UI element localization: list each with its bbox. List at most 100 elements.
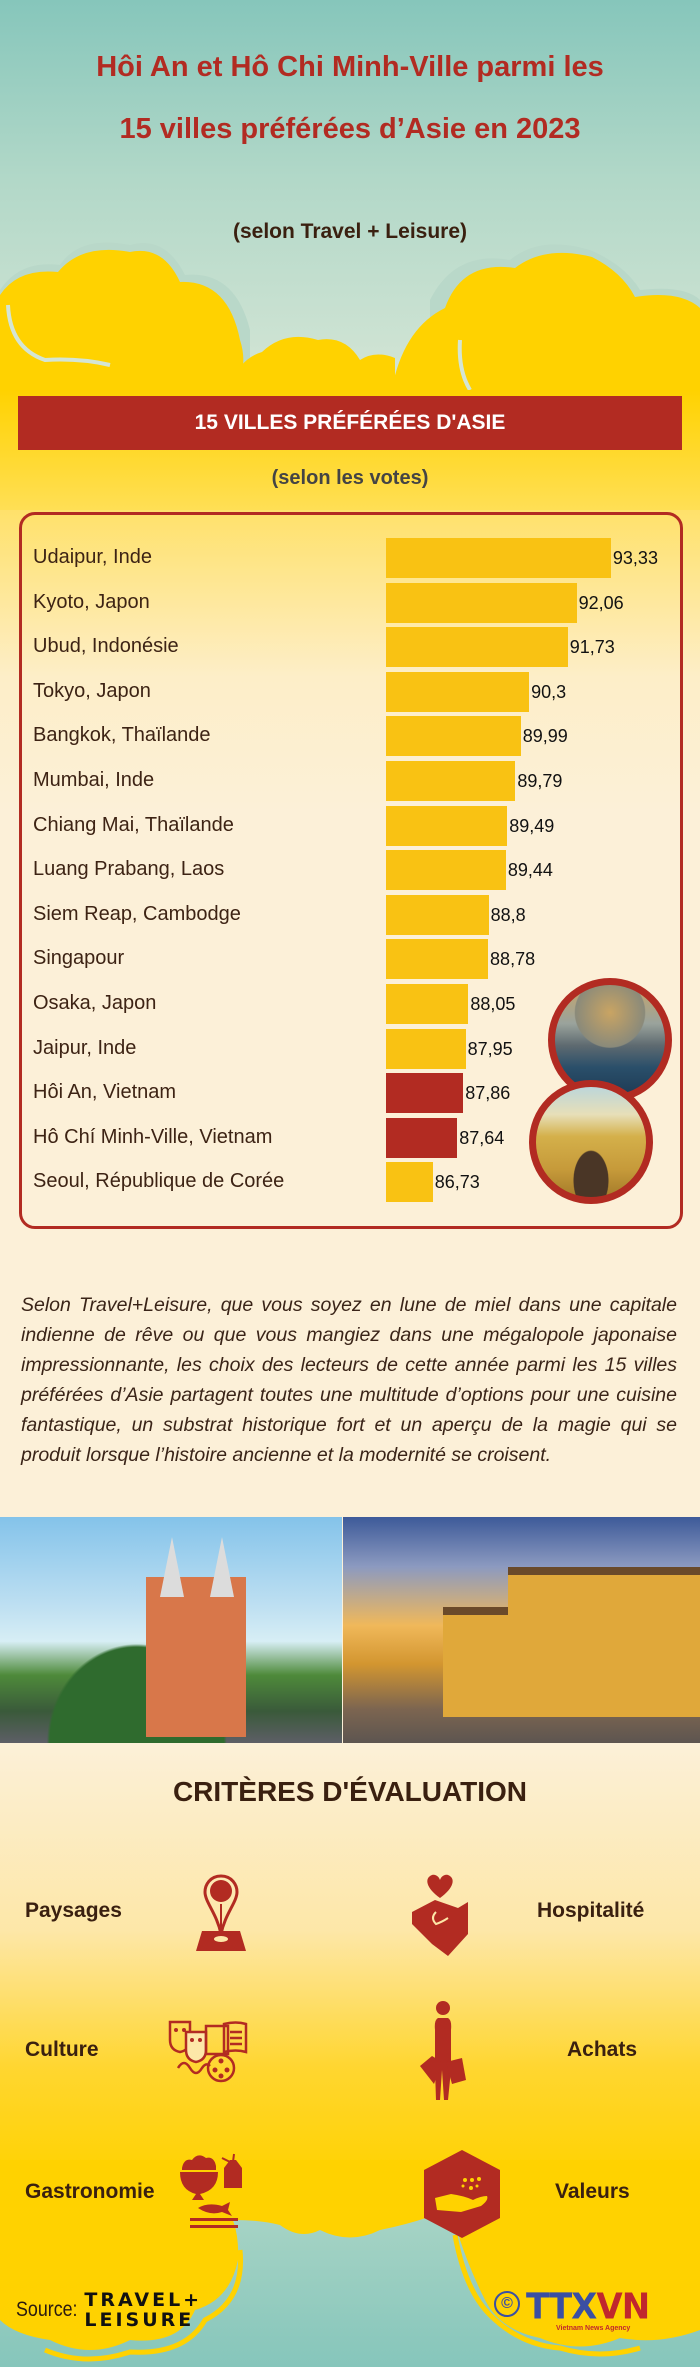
hoi-an-street-photo bbox=[343, 1517, 700, 1743]
agency-subtitle: Vietnam News Agency bbox=[556, 2325, 631, 2332]
copyright-icon: © bbox=[494, 2291, 520, 2317]
chart-row: Udaipur, Inde 93,33 bbox=[0, 538, 700, 578]
criterion-achats: Achats bbox=[567, 2038, 638, 2061]
bar bbox=[386, 805, 508, 846]
bar-label: Singapour bbox=[33, 947, 125, 970]
description-paragraph: Selon Travel+Leisure, que vous soyez en … bbox=[21, 1294, 677, 1466]
bar bbox=[386, 671, 530, 712]
bar-label: Mumbai, Inde bbox=[33, 769, 155, 791]
bar-value: 87,64 bbox=[459, 1127, 505, 1148]
bar-label: Siem Reap, Cambodge bbox=[33, 902, 241, 925]
bar-label: Seoul, République de Corée bbox=[33, 1170, 285, 1193]
ttxvn-suffix: VN bbox=[596, 2286, 650, 2328]
bar-label: Tokyo, Japon bbox=[33, 679, 151, 702]
chart-row: Luang Prabang, Laos 89,44 bbox=[0, 850, 700, 891]
bar-label: Bangkok, Thaïlande bbox=[33, 724, 211, 747]
title-line-1: Hôi An et Hô Chi Minh-Ville parmi les bbox=[96, 51, 604, 83]
chart-banner: 15 VILLES PRÉFÉRÉES D'ASIE bbox=[18, 396, 682, 450]
bar-label: Luang Prabang, Laos bbox=[33, 858, 225, 881]
travel-leisure-logo: TRAVEL+ LEISURE bbox=[84, 2290, 202, 2330]
handshake-heart-icon bbox=[412, 1874, 468, 1956]
bar bbox=[386, 582, 577, 623]
bar-value: 87,95 bbox=[467, 1038, 513, 1059]
criterion-paysages: Paysages bbox=[25, 1899, 122, 1922]
bar-value: 89,79 bbox=[517, 771, 563, 791]
chart-row: Kyoto, Japon 92,06 bbox=[0, 582, 700, 623]
bar bbox=[386, 538, 611, 578]
chart-row: Tokyo, Japon 90,3 bbox=[0, 671, 700, 712]
map-pin-icon bbox=[196, 1874, 246, 1951]
bar-label: Hô Chí Minh-Ville, Vietnam bbox=[33, 1125, 273, 1148]
house-shape bbox=[443, 1607, 513, 1717]
food-bowl-icon bbox=[180, 2153, 242, 2228]
bar-label: Udaipur, Inde bbox=[33, 546, 152, 568]
chart-subtitle: (selon les votes) bbox=[271, 467, 429, 489]
bar-value: 89,44 bbox=[507, 860, 553, 881]
title-line-2: 15 villes préférées d’Asie en 2023 bbox=[119, 113, 581, 145]
bar bbox=[386, 850, 506, 891]
bar-value: 93,33 bbox=[612, 548, 658, 568]
cathedral-spire-right bbox=[210, 1537, 234, 1597]
bar bbox=[386, 939, 489, 980]
bar bbox=[386, 627, 568, 668]
page-subtitle: (selon Travel + Leisure) bbox=[232, 220, 467, 243]
chart-frame bbox=[19, 512, 683, 1229]
source-credit: Source: TRAVEL+ LEISURE bbox=[16, 2290, 202, 2330]
travel-leisure-logo-line1: TRAVEL+ bbox=[84, 2289, 203, 2311]
shopping-person-icon bbox=[420, 2001, 466, 2100]
criteria-title: CRITÈRES D'ÉVALUATION bbox=[172, 1776, 528, 1807]
bar-label: Chiang Mai, Thaïlande bbox=[33, 813, 234, 836]
bar bbox=[386, 1162, 433, 1203]
ttxvn-prefix: TTX bbox=[526, 2286, 597, 2328]
chart-row: Singapour 88,78 bbox=[0, 939, 700, 980]
chart-row: Hôi An, Vietnam 87,86 bbox=[0, 1073, 700, 1114]
bar-label: Jaipur, Inde bbox=[33, 1036, 137, 1059]
bar-value: 91,73 bbox=[569, 637, 615, 658]
bottom-clouds-decoration bbox=[0, 2160, 700, 2367]
bar-label: Ubud, Indonésie bbox=[33, 635, 179, 658]
criterion-gastronomie: Gastronomie bbox=[25, 2180, 155, 2203]
saigon-post-office-photo bbox=[529, 1080, 653, 1204]
criterion-hospitalite: Hospitalité bbox=[537, 1899, 645, 1922]
bar-label: Kyoto, Japon bbox=[33, 590, 150, 613]
chart-row: Bangkok, Thaïlande 89,99 bbox=[0, 716, 700, 757]
bar bbox=[386, 1117, 458, 1158]
chart-row: Jaipur, Inde 87,95 bbox=[0, 1028, 700, 1069]
bar-value: 90,3 bbox=[531, 681, 567, 702]
hoi-an-boats-photo bbox=[548, 978, 672, 1102]
bar bbox=[386, 984, 469, 1024]
cathedral-spire-left bbox=[160, 1537, 184, 1597]
culture-masks-icon bbox=[168, 2020, 248, 2083]
chart-row: Ubud, Indonésie 91,73 bbox=[0, 627, 700, 668]
bar bbox=[386, 761, 516, 801]
bar-value: 86,73 bbox=[434, 1172, 480, 1193]
notre-dame-cathedral-photo bbox=[0, 1517, 342, 1743]
bar bbox=[386, 716, 521, 757]
chart-row: Chiang Mai, Thaïlande 89,49 bbox=[0, 805, 700, 846]
ttxvn-wordmark: TTXVN bbox=[526, 2286, 650, 2328]
bar-value: 88,8 bbox=[490, 904, 526, 925]
bar bbox=[386, 894, 489, 935]
chart-row: Seoul, République de Corée 86,73 bbox=[0, 1162, 700, 1203]
bar-value: 87,86 bbox=[465, 1083, 511, 1104]
bar-label: Hôi An, Vietnam bbox=[33, 1081, 177, 1104]
top-clouds-decoration bbox=[0, 242, 700, 400]
bar-value: 88,05 bbox=[470, 994, 516, 1014]
travel-leisure-logo-line2: LEISURE bbox=[84, 2309, 195, 2331]
bar-value: 89,49 bbox=[509, 815, 555, 836]
bar-value: 89,99 bbox=[522, 726, 568, 747]
chart-row: Siem Reap, Cambodge 88,8 bbox=[0, 894, 700, 935]
bar-value: 88,78 bbox=[490, 949, 536, 970]
page-title: Hôi An et Hô Chi Minh-Ville parmi les 15… bbox=[0, 36, 700, 160]
bar bbox=[386, 1028, 466, 1069]
chart-row: Mumbai, Inde 89,79 bbox=[0, 761, 700, 801]
chart-row: Osaka, Japon 88,05 bbox=[0, 984, 700, 1024]
chart-row: Hô Chí Minh-Ville, Vietnam 87,64 bbox=[0, 1117, 700, 1158]
house-shape bbox=[508, 1567, 700, 1717]
criterion-culture: Culture bbox=[25, 2038, 99, 2061]
hand-sparkle-icon bbox=[424, 2150, 500, 2238]
cathedral-shape bbox=[146, 1577, 246, 1737]
bar bbox=[386, 1073, 464, 1114]
source-label: Source: bbox=[16, 2298, 78, 2321]
bar-value: 92,06 bbox=[578, 592, 624, 613]
